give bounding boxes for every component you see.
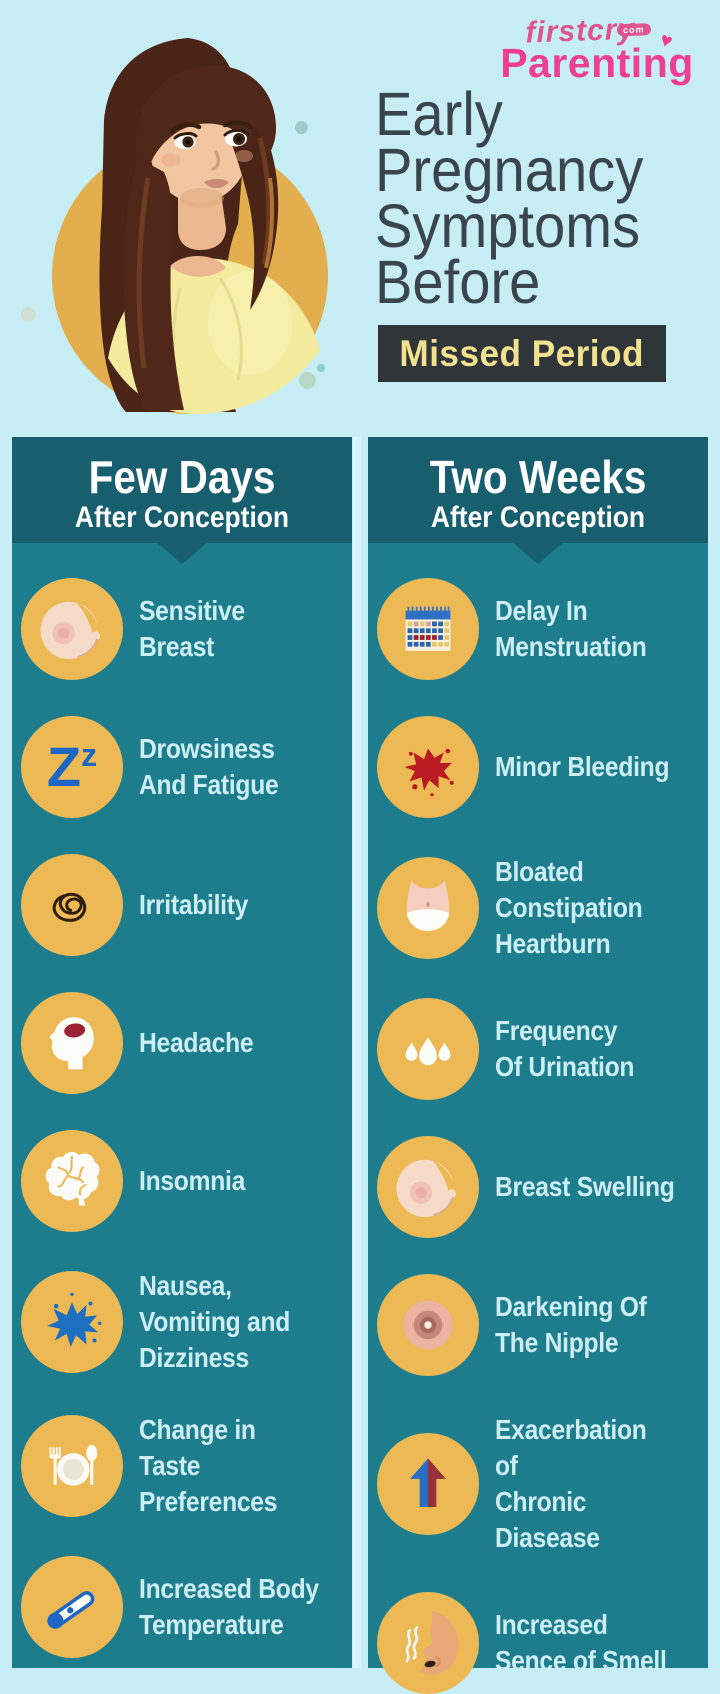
symptom-label: Exacerbation of Chronic Diasease (495, 1414, 647, 1553)
symptom-label: Bloated Constipation Heartburn (495, 856, 643, 959)
list-item: Headache (21, 992, 344, 1094)
list-item: Darkening Of The Nipple (377, 1274, 700, 1376)
symptom-label: Increased Sence of Smell (495, 1609, 667, 1676)
title-line: Before (375, 248, 541, 316)
column-header: Two Weeks After Conception (368, 437, 708, 564)
urine-drops-icon (377, 998, 479, 1100)
list-item: Irritability (21, 854, 344, 956)
list-item: Nausea, Vomiting and Dizziness (21, 1268, 344, 1376)
page-title: Early Pregnancy Symptoms Before (375, 80, 644, 316)
blood-splatter-icon (377, 716, 479, 818)
title-line: Pregnancy (375, 136, 644, 204)
brand-com-badge: com (616, 23, 651, 37)
symptom-label: Sensitive Breast (139, 595, 245, 662)
symptom-label: Drowsiness And Fatigue (139, 733, 279, 800)
symptom-label: Increased Body Temperature (139, 1573, 319, 1640)
woman-illustration (52, 38, 328, 414)
symptom-label: Delay In Menstruation (495, 595, 647, 662)
pointer-triangle (156, 542, 208, 564)
column-subtitle: After Conception (430, 501, 646, 534)
brand-parenting-text: Parenting (500, 40, 694, 86)
bloated-belly-icon (377, 857, 479, 959)
list-item: Exacerbation of Chronic Diasease (377, 1412, 700, 1556)
nausea-splatter-icon (21, 1271, 123, 1373)
nipple-icon (377, 1274, 479, 1376)
smell-nose-icon (377, 1592, 479, 1694)
column-two-weeks: Two Weeks After Conception (368, 437, 708, 1694)
list-item: Change in Taste Preferences (21, 1412, 344, 1520)
brand-parenting: Parenting ♥ (492, 29, 702, 87)
sensitive-breast-icon (21, 578, 123, 680)
headache-head-icon (21, 992, 123, 1094)
column-subtitle: After Conception (74, 501, 290, 534)
missed-period-banner: Missed Period (378, 325, 666, 382)
symptom-label: Darkening Of The Nipple (495, 1291, 647, 1358)
symptom-label: Irritability (139, 889, 249, 920)
sleep-zz-icon: Zz (21, 716, 123, 818)
breast-swelling-icon (377, 1136, 479, 1238)
symptom-label: Insomnia (139, 1165, 246, 1196)
list-item: Increased Body Temperature (21, 1556, 344, 1658)
symptom-label: Headache (139, 1027, 254, 1058)
list-item: Insomnia (21, 1130, 344, 1232)
symptom-label: Change in Taste Preferences (139, 1414, 278, 1517)
brand-logo: firstcrycom Parenting ♥ (492, 13, 702, 87)
zz-glyph: z (81, 737, 98, 773)
title-line: Symptoms (375, 192, 641, 260)
list-item: Minor Bleeding (377, 716, 700, 818)
column-divider (353, 437, 361, 1668)
symptom-label: Frequency Of Urination (495, 1015, 635, 1082)
insomnia-brain-icon (21, 1130, 123, 1232)
calendar-icon (377, 578, 479, 680)
title-line: Early (375, 80, 503, 148)
thermometer-icon (21, 1556, 123, 1658)
symptom-label: Nausea, Vomiting and Dizziness (139, 1270, 291, 1373)
list-item: Delay In Menstruation (377, 578, 700, 680)
column-few-days: Few Days After Conception Sensitive Brea… (12, 437, 352, 1668)
column-header: Few Days After Conception (12, 437, 352, 564)
symptom-list: Sensitive Breast Zz Drowsiness And Fatig… (12, 543, 352, 1658)
irritability-scribble-icon (21, 854, 123, 956)
taste-cutlery-icon (21, 1415, 123, 1517)
decor-dot (299, 372, 316, 389)
list-item: Zz Drowsiness And Fatigue (21, 716, 344, 818)
missed-period-label: Missed Period (399, 332, 645, 374)
column-title: Few Days (88, 451, 276, 503)
decor-dot (317, 364, 325, 372)
column-title: Two Weeks (429, 451, 647, 503)
decor-dot (21, 307, 36, 322)
list-item: Increased Sence of Smell (377, 1592, 700, 1694)
decor-dot (295, 121, 308, 134)
list-item: Breast Swelling (377, 1136, 700, 1238)
list-item: Frequency Of Urination (377, 998, 700, 1100)
symptom-label: Breast Swelling (495, 1171, 675, 1202)
symptom-label: Minor Bleeding (495, 751, 670, 782)
symptom-list: Delay In Menstruation Minor Bleeding (368, 543, 708, 1694)
zz-glyph: Z (46, 735, 82, 798)
list-item: Bloated Constipation Heartburn (377, 854, 700, 962)
up-arrow-icon (377, 1433, 479, 1535)
list-item: Sensitive Breast (21, 578, 344, 680)
pointer-triangle (512, 542, 564, 564)
